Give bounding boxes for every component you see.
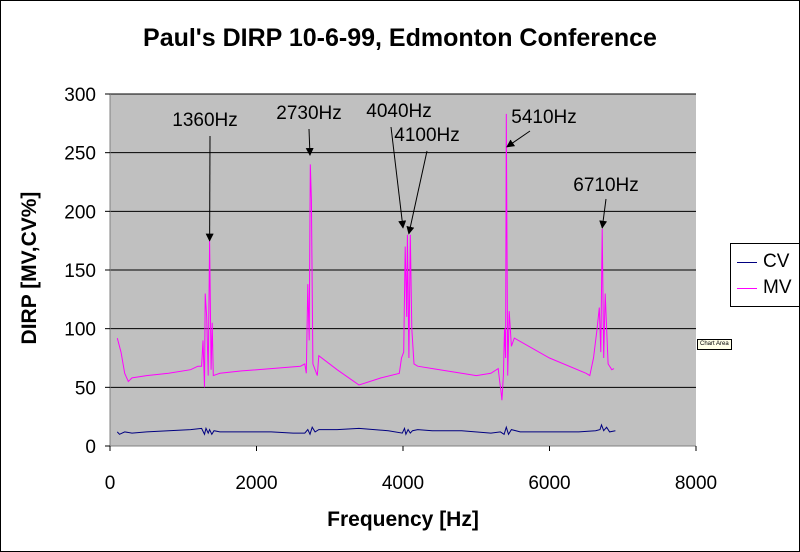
annotation-label-2730hz: 2730Hz [276, 103, 342, 124]
legend-swatch-cv [737, 261, 757, 263]
annotation-label-4100hz: 4100Hz [394, 125, 460, 146]
y-axis-label: DIRP [MV,CV%] [18, 191, 41, 345]
x-tick-label-6000: 6000 [528, 473, 570, 494]
peak-annotations: 1360Hz 2730Hz 4040Hz 4100Hz 5410Hz 6710Hz [172, 101, 639, 242]
series-group [116, 113, 616, 436]
legend-label-mv: MV [763, 277, 792, 298]
y-tick-label-0: 0 [85, 437, 96, 458]
annotation-arrow-4100hz [406, 150, 428, 235]
chart-area-tooltip: Chart Area [697, 339, 732, 350]
annotation-label-1360hz: 1360Hz [172, 110, 238, 131]
y-axis-ticks: 0 50 100 150 200 250 300 [64, 85, 110, 458]
annotation-arrow-5410hz [506, 130, 531, 148]
x-axis-label: Frequency [Hz] [327, 508, 479, 531]
y-tick-label-250: 250 [64, 144, 96, 165]
annotation-arrow-6710hz [599, 198, 608, 229]
series-line-cv[interactable] [116, 423, 616, 436]
chart-title: Paul's DIRP 10-6-99, Edmonton Conference [143, 24, 657, 52]
x-tick-label-8000: 8000 [675, 473, 717, 494]
series-line-mv[interactable] [116, 113, 615, 401]
legend[interactable]: CV MV [730, 243, 800, 307]
annotation-label-4040hz: 4040Hz [366, 101, 432, 122]
y-tick-label-300: 300 [64, 85, 96, 106]
y-tick-label-50: 50 [75, 378, 96, 399]
annotation-label-5410hz: 5410Hz [511, 107, 577, 128]
annotation-label-6710hz: 6710Hz [573, 175, 639, 196]
gridlines [110, 93, 696, 388]
y-tick-label-150: 150 [64, 261, 96, 282]
legend-entry-mv: MV [737, 276, 792, 300]
y-tick-label-100: 100 [64, 320, 96, 341]
legend-label-cv: CV [763, 251, 790, 272]
legend-swatch-mv [737, 287, 757, 289]
legend-entry-cv: CV [737, 250, 789, 274]
x-tick-label-4000: 4000 [382, 473, 424, 494]
annotation-arrow-2730hz [305, 128, 314, 157]
x-tick-label-0: 0 [105, 473, 116, 494]
y-tick-label-200: 200 [64, 202, 96, 223]
annotation-arrow-4040hz [390, 126, 407, 229]
x-axis-ticks: 0 2000 4000 6000 8000 [105, 446, 717, 494]
x-tick-label-2000: 2000 [235, 473, 277, 494]
